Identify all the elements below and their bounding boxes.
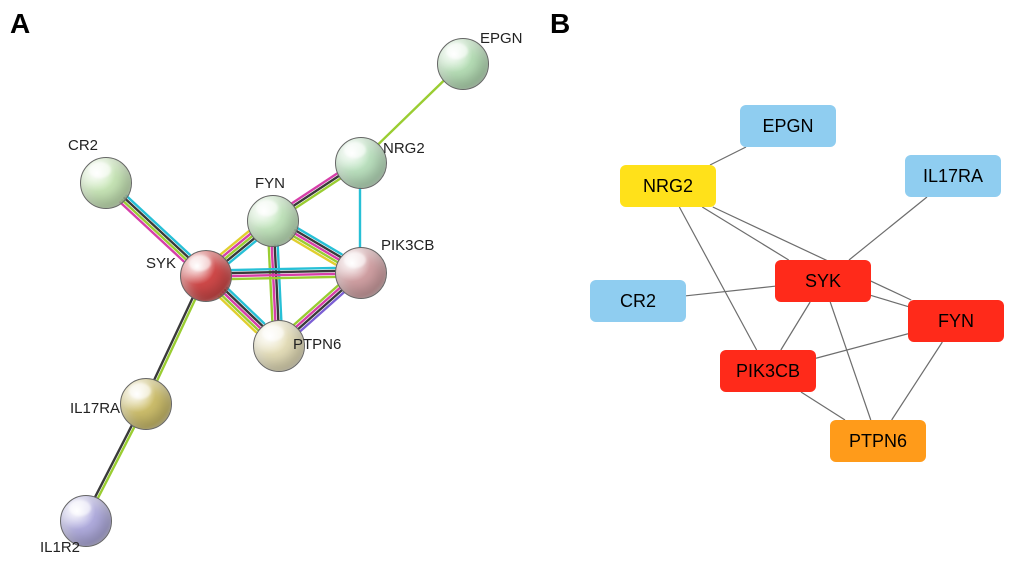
- network-node-label: CR2: [68, 137, 98, 154]
- network-node-nrg2: [335, 137, 387, 189]
- network-node-pik3cb: [335, 247, 387, 299]
- network-node-il17ra: IL17RA: [905, 155, 1001, 197]
- network-node-nrg2: NRG2: [620, 165, 716, 207]
- network-node-il17ra: [120, 378, 172, 430]
- network-edge: [702, 207, 788, 260]
- figure: { "panelLabels": { "A": "A", "B": "B" },…: [0, 0, 1020, 581]
- network-node-fyn: [247, 195, 299, 247]
- network-edge: [830, 302, 871, 420]
- network-node-label: IL1R2: [40, 539, 80, 556]
- network-node-syk: SYK: [775, 260, 871, 302]
- network-node-label: EPGN: [480, 30, 523, 47]
- network-edge: [801, 392, 845, 420]
- network-edge: [892, 342, 943, 420]
- network-node-pik3cb: PIK3CB: [720, 350, 816, 392]
- network-edge: [679, 207, 756, 350]
- network-node-syk: [180, 250, 232, 302]
- network-node-label: SYK: [146, 255, 176, 272]
- network-node-ptpn6: PTPN6: [830, 420, 926, 462]
- network-edge: [871, 295, 908, 306]
- network-edge: [816, 334, 908, 358]
- network-node-label: PIK3CB: [381, 237, 434, 254]
- network-node-label: IL17RA: [70, 400, 120, 417]
- network-node-cr2: [80, 157, 132, 209]
- network-node-fyn: FYN: [908, 300, 1004, 342]
- network-edge: [686, 286, 775, 296]
- network-edge: [710, 147, 746, 165]
- network-node-epgn: EPGN: [740, 105, 836, 147]
- network-node-label: PTPN6: [293, 336, 341, 353]
- network-node-cr2: CR2: [590, 280, 686, 322]
- network-node-label: FYN: [255, 175, 285, 192]
- network-edge: [849, 197, 927, 260]
- network-node-label: NRG2: [383, 140, 425, 157]
- network-edge: [781, 302, 810, 350]
